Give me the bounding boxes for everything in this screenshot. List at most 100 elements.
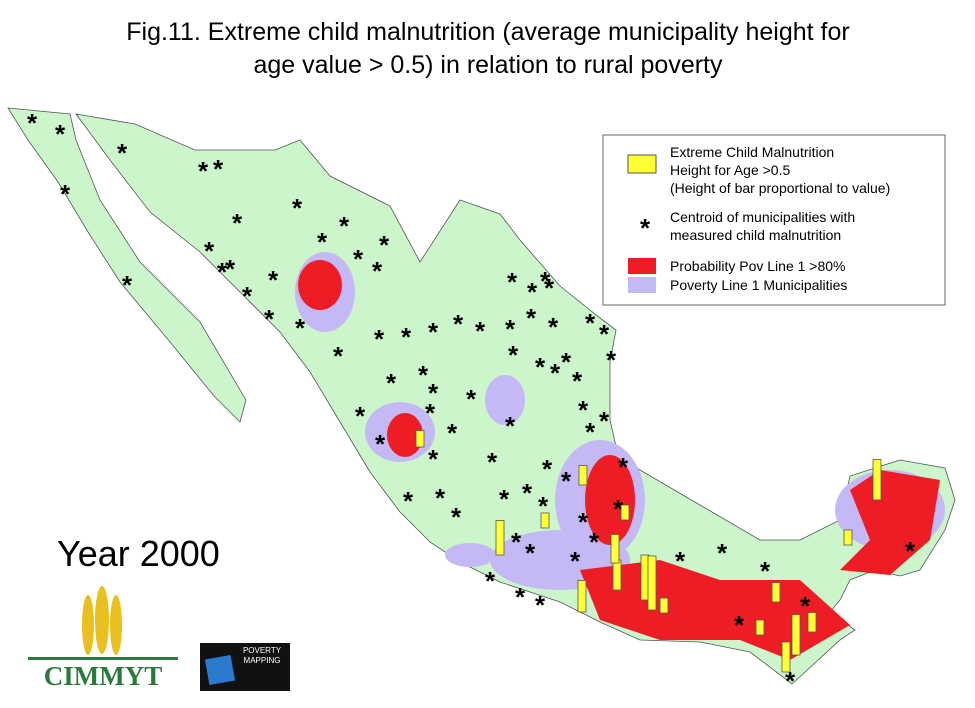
year-label: Year 2000 bbox=[57, 533, 220, 574]
title-line: Fig.11. Extreme child malnutrition (aver… bbox=[126, 18, 849, 46]
malnutrition-bar bbox=[781, 641, 791, 673]
centroid-marker: * bbox=[507, 267, 518, 297]
malnutrition-bar bbox=[495, 520, 505, 556]
legend-box bbox=[602, 134, 946, 306]
centroid-marker: * bbox=[675, 546, 686, 576]
centroid-marker: * bbox=[428, 317, 439, 347]
malnutrition-bar bbox=[872, 459, 882, 501]
centroid-marker: * bbox=[418, 360, 429, 390]
legend-text: Extreme Child Malnutrition bbox=[670, 144, 834, 160]
malnutrition-bar bbox=[610, 534, 620, 564]
centroid-marker: * bbox=[242, 281, 253, 311]
centroid-marker: * bbox=[905, 536, 916, 566]
centroid-marker: * bbox=[578, 395, 589, 425]
centroid-marker: * bbox=[435, 483, 446, 513]
malnutrition-bar bbox=[791, 614, 801, 656]
centroid-marker: * bbox=[425, 398, 436, 428]
cimmyt-logo: CIMMYT bbox=[28, 586, 178, 691]
centroid-marker: * bbox=[451, 502, 462, 532]
malnutrition-bar bbox=[415, 430, 425, 448]
centroid-marker: * bbox=[295, 313, 306, 343]
centroid-marker: * bbox=[292, 193, 303, 223]
centroid-marker: * bbox=[599, 319, 610, 349]
legend-text: Poverty Line 1 Municipalities bbox=[670, 277, 847, 293]
centroid-marker: * bbox=[599, 406, 610, 436]
centroid-marker: * bbox=[585, 417, 596, 447]
centroid-marker: * bbox=[379, 230, 390, 260]
legend-text: Centroid of municipalities with bbox=[670, 209, 855, 225]
malnutrition-bar bbox=[771, 582, 781, 603]
centroid-marker: * bbox=[511, 527, 522, 557]
centroid-marker: * bbox=[117, 138, 128, 168]
centroid-marker: * bbox=[27, 108, 38, 138]
centroid-marker: * bbox=[800, 591, 811, 621]
centroid-marker: * bbox=[572, 366, 583, 396]
malnutrition-bar bbox=[755, 619, 765, 636]
centroid-marker: * bbox=[232, 208, 243, 238]
centroid-marker: * bbox=[353, 244, 364, 274]
centroid-marker: * bbox=[339, 211, 350, 241]
legend-bar-swatch bbox=[627, 154, 657, 174]
centroid-marker: * bbox=[570, 546, 581, 576]
centroid-marker: * bbox=[333, 341, 344, 371]
centroid-marker: * bbox=[505, 314, 516, 344]
centroid-marker: * bbox=[540, 266, 551, 296]
centroid-marker: * bbox=[55, 119, 66, 149]
centroid-marker: * bbox=[561, 347, 572, 377]
centroid-marker: * bbox=[401, 322, 412, 352]
centroid-marker: * bbox=[561, 466, 572, 496]
centroid-marker: * bbox=[544, 273, 555, 303]
centroid-marker: * bbox=[613, 494, 624, 524]
legend-text: Height for Age >0.5 bbox=[670, 162, 790, 178]
centroid-marker: * bbox=[585, 308, 596, 338]
centroid-marker: * bbox=[542, 454, 553, 484]
centroid-marker: * bbox=[428, 378, 439, 408]
legend-purple-swatch bbox=[628, 277, 656, 293]
centroid-marker: * bbox=[505, 411, 516, 441]
poverty-mapping-logo: POVERTY MAPPING bbox=[200, 643, 290, 691]
legend-text: Probability Pov Line 1 >80% bbox=[670, 258, 846, 274]
centroid-marker: * bbox=[386, 368, 397, 398]
map: * **** ** *** **** * ** *** *** * * * * * * * * ** * *** ** *… bbox=[7, 107, 956, 696]
malnutrition-bar bbox=[807, 612, 817, 633]
centroid-marker: * bbox=[522, 478, 533, 508]
legend-star: * bbox=[640, 213, 651, 243]
legend: Extreme Child Malnutrition Height for Ag… bbox=[602, 134, 946, 306]
legend-text: (Height of bar proportional to value) bbox=[670, 180, 890, 196]
centroid-marker: * bbox=[734, 610, 745, 640]
centroid-marker: * bbox=[487, 447, 498, 477]
centroid-marker: * bbox=[355, 401, 366, 431]
legend-text: measured child malnutrition bbox=[670, 227, 841, 243]
centroid-marker: * bbox=[374, 324, 385, 354]
centroid-marker: * bbox=[618, 452, 629, 482]
baja-california bbox=[7, 107, 247, 423]
centroid-marker: * bbox=[453, 309, 464, 339]
malnutrition-bar bbox=[647, 555, 657, 611]
centroid-marker: * bbox=[589, 527, 600, 557]
malnutrition-bar bbox=[577, 580, 587, 613]
centroid-marker: * bbox=[204, 236, 215, 266]
centroid-marker: * bbox=[198, 156, 209, 186]
malnutrition-bar bbox=[540, 512, 550, 529]
title-line: age value > 0.5) in relation to rural po… bbox=[253, 51, 723, 79]
centroid-marker: * bbox=[372, 256, 383, 286]
centroid-marker: * bbox=[538, 491, 549, 521]
legend-red-swatch bbox=[628, 258, 656, 274]
centroid-marker: * bbox=[264, 304, 275, 334]
centroid-marker: * bbox=[526, 303, 537, 333]
centroid-marker: * bbox=[60, 179, 71, 209]
malnutrition-bar bbox=[843, 529, 853, 546]
centroid-marker: * bbox=[515, 582, 526, 612]
centroid-marker: * bbox=[578, 507, 589, 537]
centroid-marker: * bbox=[466, 384, 477, 414]
centroid-marker: * bbox=[447, 418, 458, 448]
centroid-marker: * bbox=[225, 254, 236, 284]
centroid-marker: * bbox=[122, 270, 133, 300]
centroid-marker: * bbox=[785, 666, 796, 696]
centroid-marker: * bbox=[428, 444, 439, 474]
centroid-marker: * bbox=[403, 486, 414, 516]
centroid-marker: * bbox=[375, 429, 386, 459]
malnutrition-bar bbox=[659, 597, 669, 614]
centroid-marker: * bbox=[548, 312, 559, 342]
